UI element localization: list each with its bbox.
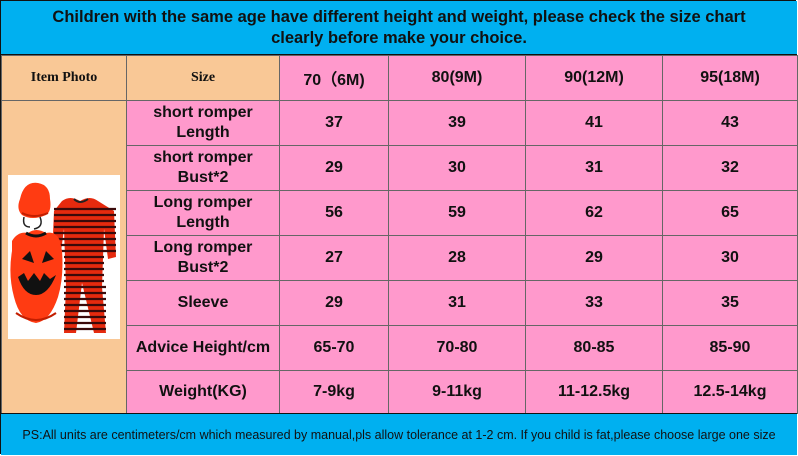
table-cell: 80-85 — [525, 325, 663, 371]
size-chart-notice-banner: Children with the same age have differen… — [1, 1, 797, 55]
table-cell: 29 — [279, 280, 389, 326]
table-cell: 32 — [662, 145, 798, 191]
table-cell: 70-80 — [388, 325, 526, 371]
table-cell: 7-9kg — [279, 370, 389, 414]
table-cell: 37 — [279, 100, 389, 146]
table-cell: 56 — [279, 190, 389, 236]
table-cell: 65-70 — [279, 325, 389, 371]
table-cell: 11-12.5kg — [525, 370, 663, 414]
table-cell: 33 — [525, 280, 663, 326]
table-cell: 28 — [388, 235, 526, 281]
table-cell: 12.5-14kg — [662, 370, 798, 414]
banner-text: Children with the same age have differen… — [52, 7, 746, 47]
table-row: Sleeve 29 31 33 35 — [2, 280, 798, 326]
row-label: short romper Bust*2 — [126, 145, 280, 191]
table-row: short romper Bust*2 29 30 31 32 — [2, 145, 798, 191]
table-cell: 31 — [525, 145, 663, 191]
table-cell: 41 — [525, 100, 663, 146]
table-cell: 39 — [388, 100, 526, 146]
size-table: Item Photo Size 70（6M) 80(9M) 90(12M) 95… — [1, 55, 798, 414]
row-label: Long romper Length — [126, 190, 280, 236]
table-cell: 62 — [525, 190, 663, 236]
table-cell: 31 — [388, 280, 526, 326]
footer-text: PS:All units are centimeters/cm which me… — [22, 427, 776, 442]
size-column-header: 70（6M) — [279, 55, 389, 101]
table-cell: 29 — [279, 145, 389, 191]
table-cell: 85-90 — [662, 325, 798, 371]
table-row: Long romper Length 56 59 62 65 — [2, 190, 798, 236]
table-cell: 30 — [388, 145, 526, 191]
table-cell: 30 — [662, 235, 798, 281]
pumpkin-romper-set-image — [10, 182, 116, 333]
table-row: short romper Length 37 39 41 43 — [1, 100, 798, 414]
item-photo-cell — [1, 100, 127, 414]
size-column-header: 80(9M) — [388, 55, 526, 101]
table-cell: 35 — [662, 280, 798, 326]
size-header: Size — [126, 55, 280, 101]
table-cell: 65 — [662, 190, 798, 236]
table-cell: 59 — [388, 190, 526, 236]
row-label: Advice Height/cm — [126, 325, 280, 371]
item-photo-header: Item Photo — [1, 55, 127, 101]
table-row: Weight(KG) 7-9kg 9-11kg 11-12.5kg 12.5-1… — [2, 370, 798, 414]
table-cell: 9-11kg — [388, 370, 526, 414]
table-row: Advice Height/cm 65-70 70-80 80-85 85-90 — [2, 325, 798, 371]
measurement-note-footer: PS:All units are centimeters/cm which me… — [1, 413, 797, 455]
table-cell: 43 — [662, 100, 798, 146]
size-column-header: 90(12M) — [525, 55, 663, 101]
table-cell: 29 — [525, 235, 663, 281]
row-label: Sleeve — [126, 280, 280, 326]
row-label: short romper Length — [126, 100, 280, 146]
size-column-header: 95(18M) — [662, 55, 798, 101]
table-cell: 27 — [279, 235, 389, 281]
row-label: Weight(KG) — [126, 370, 280, 414]
row-label: Long romper Bust*2 — [126, 235, 280, 281]
product-image — [8, 175, 120, 339]
table-row: Long romper Bust*2 27 28 29 30 — [2, 235, 798, 281]
table-header-row: Item Photo Size 70（6M) 80(9M) 90(12M) 95… — [1, 55, 798, 101]
